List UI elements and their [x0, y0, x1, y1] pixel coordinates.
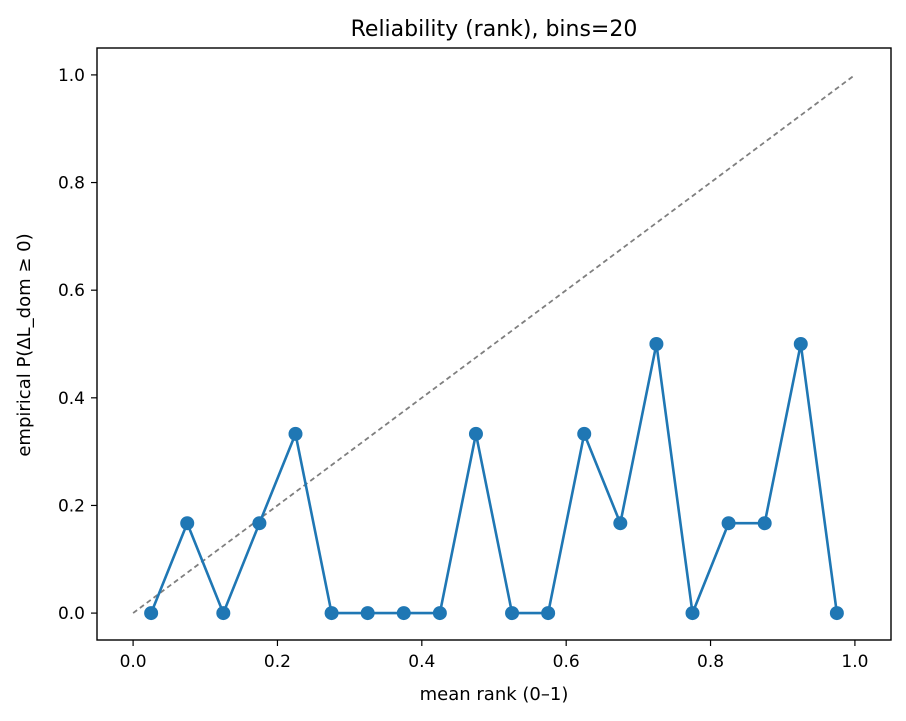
data-point: [577, 426, 592, 441]
axes: 0.0 0.2 0.4 0.6 0.8 1.0 0.0 0.2 0.4 0.6 0.8 1.0: [58, 47, 892, 672]
x-tick-label: 0.4: [408, 652, 435, 672]
chart-title: Reliability (rank), bins=20: [351, 17, 638, 42]
data-point: [180, 516, 195, 531]
x-tick-label: 0.2: [264, 652, 291, 672]
x-tick-label: 0.8: [697, 652, 724, 672]
data-point: [541, 606, 556, 621]
data-point: [649, 337, 664, 351]
series-line-0: [149, 342, 839, 615]
data-point: [829, 606, 844, 621]
plot-area: [132, 74, 856, 621]
y-tick-label: 0.8: [58, 174, 85, 194]
data-point: [721, 516, 736, 531]
data-point: [613, 516, 628, 531]
data-point: [360, 606, 375, 621]
y-axis-title: empirical P(ΔL_dom ≥ 0): [14, 233, 35, 456]
y-tick-label: 1.0: [58, 66, 85, 86]
x-tick-label: 0.0: [120, 652, 147, 672]
y-tick-label: 0.6: [58, 281, 85, 301]
x-axis-title: mean rank (0–1): [420, 684, 569, 705]
y-tick-label: 0.2: [58, 496, 85, 516]
data-point: [505, 606, 520, 621]
x-tick-label: 0.6: [553, 652, 580, 672]
y-tick-label: 0.0: [58, 604, 85, 624]
data-point: [144, 606, 159, 621]
data-point: [793, 337, 808, 351]
data-point: [468, 426, 483, 441]
data-point: [252, 516, 267, 531]
data-point: [757, 516, 772, 531]
data-point: [432, 606, 447, 621]
data-point: [685, 606, 700, 621]
axes-frame: [96, 47, 892, 641]
data-point: [324, 606, 339, 621]
reference-diagonal-line: [132, 74, 856, 614]
x-tick-label: 1.0: [841, 652, 868, 672]
data-point: [396, 606, 411, 621]
y-tick-label: 0.4: [58, 389, 85, 409]
data-point: [288, 426, 303, 441]
data-point: [216, 606, 231, 621]
